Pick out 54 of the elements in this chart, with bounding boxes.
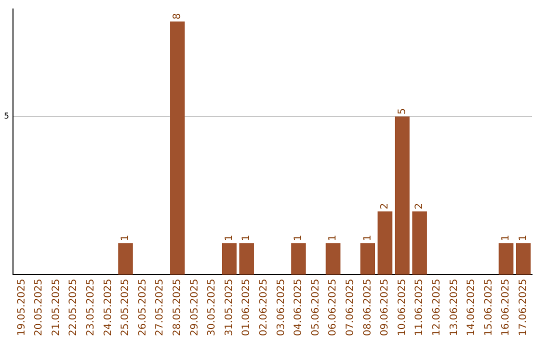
x-tick-label: 01.06.2025 bbox=[241, 278, 252, 336]
x-tick-label: 19.05.2025 bbox=[16, 278, 28, 336]
x-tick-label: 16.06.2025 bbox=[500, 278, 512, 336]
data-label: 2 bbox=[414, 203, 426, 210]
x-tick-label: 23.05.2025 bbox=[86, 278, 97, 336]
x-tick-label: 21.05.2025 bbox=[50, 278, 62, 336]
x-tick-label: 31.05.2025 bbox=[224, 278, 235, 336]
data-label: 1 bbox=[120, 234, 132, 242]
x-tick-label: 06.06.2025 bbox=[328, 278, 339, 336]
data-label: 5 bbox=[396, 108, 408, 114]
bar bbox=[170, 21, 185, 275]
x-tick-label: 12.06.2025 bbox=[431, 278, 442, 336]
x-tick-label: 17.06.2025 bbox=[518, 278, 529, 336]
bar bbox=[412, 211, 427, 275]
x-tick-label: 09.06.2025 bbox=[380, 278, 391, 336]
x-tick-label: 11.06.2025 bbox=[414, 278, 426, 336]
x-tick-label: 05.06.2025 bbox=[310, 278, 322, 336]
x-tick-label: 27.05.2025 bbox=[154, 278, 166, 336]
x-tick-label: 24.05.2025 bbox=[102, 278, 114, 336]
x-tick-label: 10.06.2025 bbox=[396, 278, 408, 336]
x-tick-label: 20.05.2025 bbox=[34, 278, 45, 336]
x-tick-label: 22.05.2025 bbox=[68, 278, 80, 336]
data-label: 1 bbox=[328, 234, 339, 242]
x-tick-label: 14.06.2025 bbox=[466, 278, 478, 336]
data-label: 1 bbox=[241, 234, 252, 242]
bar bbox=[378, 211, 392, 275]
x-tick-label: 04.06.2025 bbox=[293, 278, 304, 336]
x-tick-label: 08.06.2025 bbox=[362, 278, 374, 336]
data-label: 1 bbox=[518, 234, 529, 242]
data-label: 2 bbox=[380, 203, 391, 210]
x-tick-label: 29.05.2025 bbox=[189, 278, 200, 336]
data-label: 1 bbox=[224, 234, 235, 242]
data-label: 1 bbox=[362, 234, 374, 242]
bar bbox=[118, 243, 133, 275]
bar bbox=[516, 243, 531, 275]
x-tick-label: 30.05.2025 bbox=[206, 278, 218, 336]
bar bbox=[291, 243, 306, 275]
x-tick-label: 03.06.2025 bbox=[276, 278, 287, 336]
x-tick-label: 25.05.2025 bbox=[120, 278, 132, 336]
x-tick-label: 26.05.2025 bbox=[137, 278, 148, 336]
bar bbox=[360, 243, 376, 275]
x-tick-label: 28.05.2025 bbox=[172, 278, 184, 336]
bar bbox=[498, 243, 514, 275]
x-tick-label: 13.06.2025 bbox=[448, 278, 460, 336]
x-tick-label: 15.06.2025 bbox=[483, 278, 494, 336]
x-tick-label: 02.06.2025 bbox=[258, 278, 270, 336]
bar bbox=[239, 243, 254, 275]
data-label: 8 bbox=[172, 13, 184, 20]
bar bbox=[394, 116, 410, 275]
data-label: 1 bbox=[500, 234, 512, 242]
data-label: 1 bbox=[293, 234, 304, 242]
bar bbox=[326, 243, 340, 275]
bar bbox=[222, 243, 237, 275]
x-tick-label: 07.06.2025 bbox=[344, 278, 356, 336]
